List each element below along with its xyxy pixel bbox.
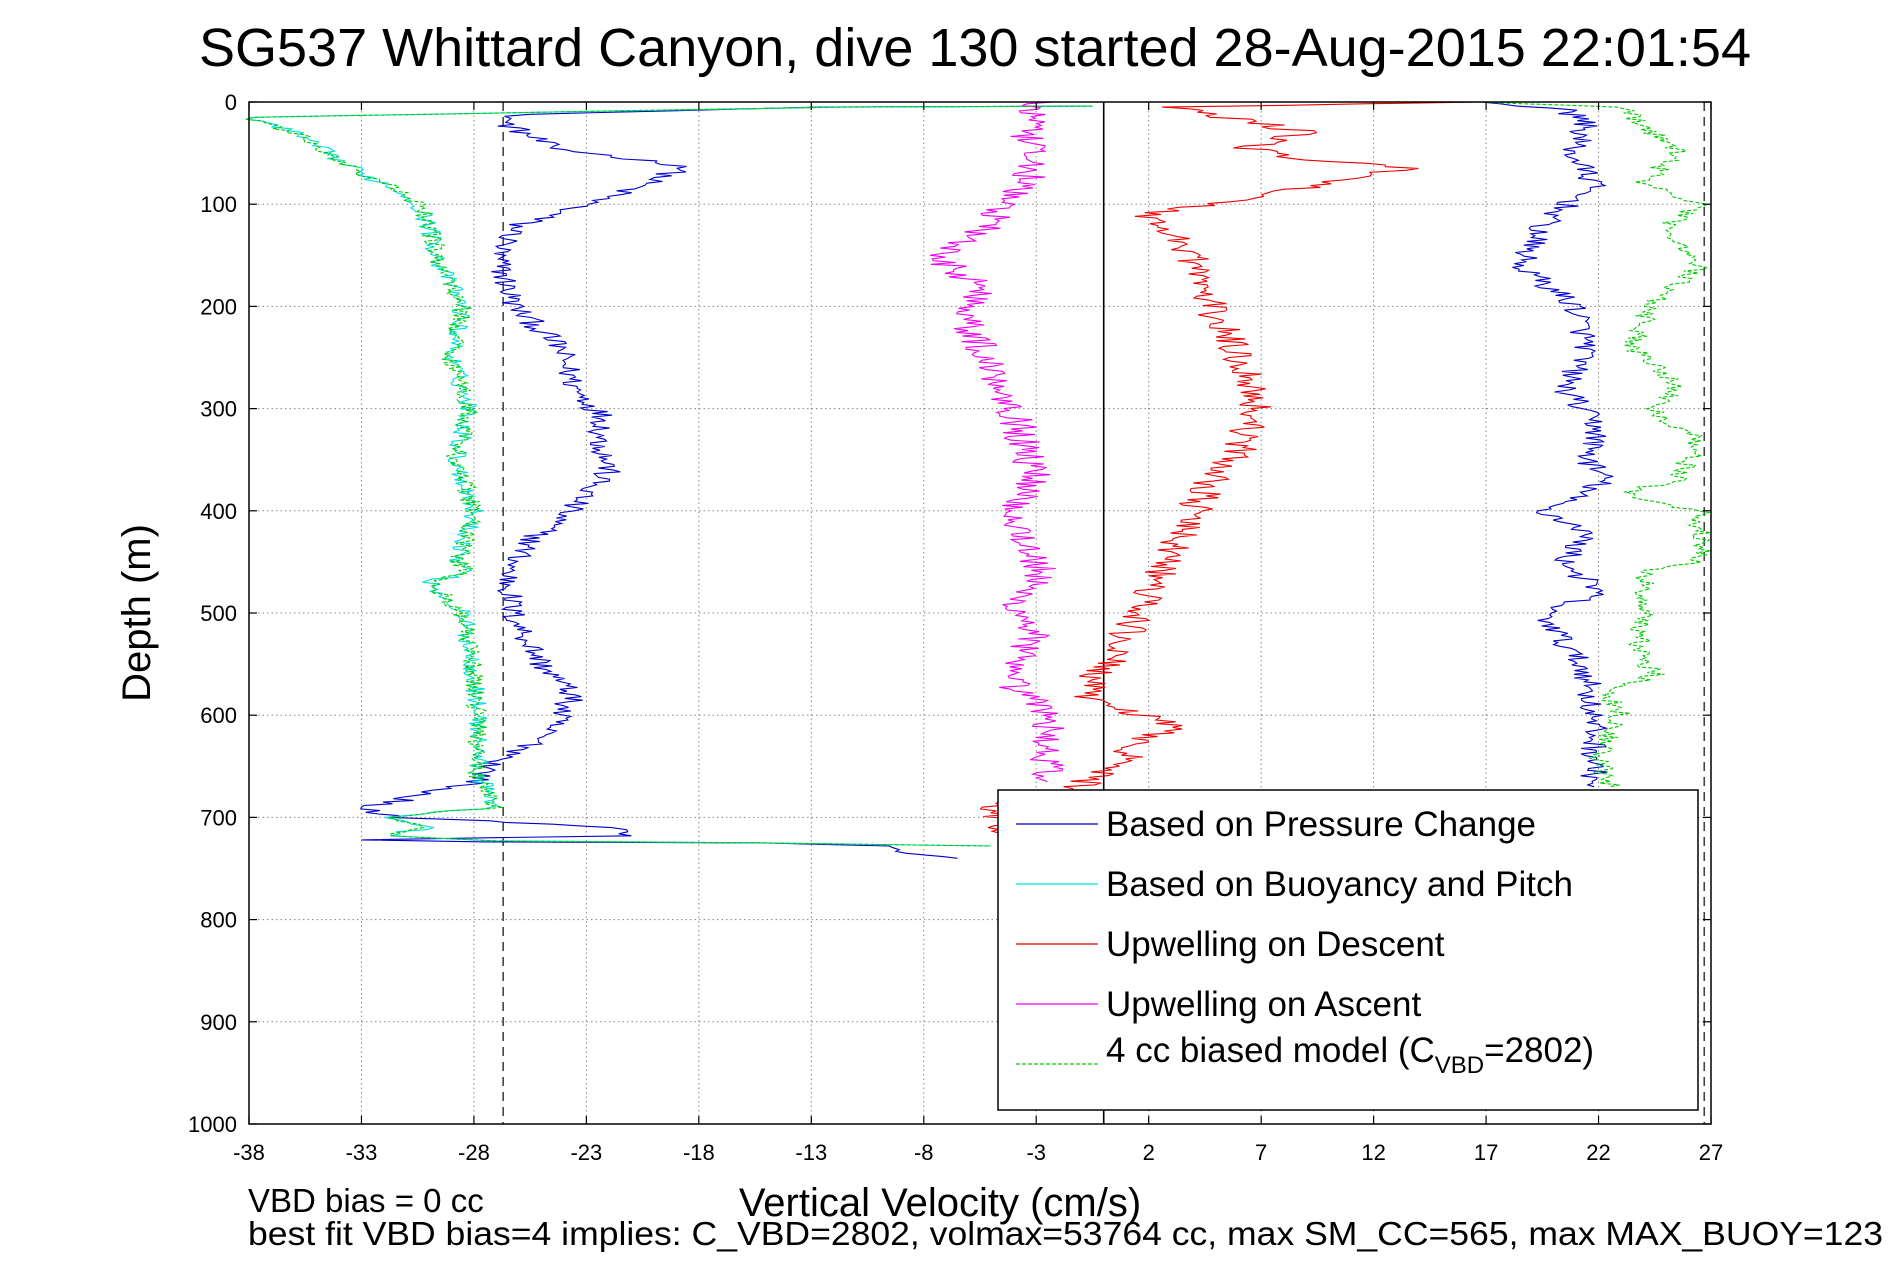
y-tick-label: 700	[200, 805, 237, 830]
y-tick-label: 600	[200, 703, 237, 728]
x-tick-label: 27	[1699, 1140, 1723, 1165]
series-line-1	[1480, 101, 1614, 788]
legend: Based on Pressure Change Based on Buoyan…	[997, 789, 1699, 1111]
y-tick-label: 0	[225, 90, 237, 115]
legend-label-upwelling-ascent: Upwelling on Ascent	[1106, 985, 1421, 1024]
x-tick-label: -23	[570, 1140, 602, 1165]
x-tick-label: 12	[1361, 1140, 1385, 1165]
x-tick-label: -33	[346, 1140, 378, 1165]
plot-series	[245, 101, 1712, 859]
y-tick-label: 200	[200, 294, 237, 319]
footer-best-fit: best fit VBD bias=4 implies: C_VBD=2802,…	[248, 1215, 1883, 1252]
legend-label-buoyancy-pitch: Based on Buoyancy and Pitch	[1106, 865, 1573, 904]
y-tick-label: 400	[200, 499, 237, 524]
y-tick-label: 800	[200, 908, 237, 933]
legend-label-pressure-change: Based on Pressure Change	[1106, 805, 1536, 844]
x-tick-label: 7	[1255, 1140, 1267, 1165]
x-tick-label: -18	[683, 1140, 715, 1165]
x-tick-label: -8	[914, 1140, 934, 1165]
x-tick-label: -38	[233, 1140, 265, 1165]
x-axis-label: Vertical Velocity (cm/s)	[739, 1181, 1141, 1225]
x-tick-label: 22	[1586, 1140, 1610, 1165]
x-tick-label: 2	[1143, 1140, 1155, 1165]
series-line-4	[930, 101, 1065, 783]
y-tick-label: 1000	[188, 1112, 237, 1137]
y-tick-label: 900	[200, 1010, 237, 1035]
series-line-5	[245, 105, 1093, 847]
series-line-3	[979, 101, 1484, 859]
legend-label-biased-model-prefix: 4 cc biased model (C	[1106, 1031, 1435, 1070]
legend-label-biased-model-suffix: =2802)	[1484, 1031, 1594, 1070]
legend-label-biased-model-sub: VBD	[1435, 1052, 1484, 1079]
x-tick-label: -3	[1026, 1140, 1046, 1165]
y-axis-label: Depth (m)	[115, 524, 159, 702]
footer-vbd-bias: VBD bias = 0 cc	[248, 1182, 484, 1219]
y-tick-label: 300	[200, 397, 237, 422]
legend-label-upwelling-descent: Upwelling on Descent	[1106, 925, 1445, 964]
chart-title: SG537 Whittard Canyon, dive 130 started …	[199, 18, 1751, 78]
legend-label-biased-model: 4 cc biased model (CVBD=2802)	[1106, 1031, 1594, 1079]
y-axis-ticks: 0 100 200 300 400 500 600 700 800 900 1000	[188, 90, 1711, 1137]
series-line-2	[245, 105, 1093, 847]
y-tick-label: 500	[200, 601, 237, 626]
series-line-0	[360, 105, 1093, 859]
x-tick-label: -13	[795, 1140, 827, 1165]
y-tick-label: 100	[200, 192, 237, 217]
x-tick-label: 17	[1474, 1140, 1498, 1165]
legend-box	[997, 789, 1699, 1111]
series-line-6	[1482, 101, 1712, 788]
x-tick-label: -28	[458, 1140, 490, 1165]
x-axis-ticks: -38 -33 -28 -23 -18 -13 -8 -3 2 7 12 17 22 27	[233, 102, 1723, 1165]
